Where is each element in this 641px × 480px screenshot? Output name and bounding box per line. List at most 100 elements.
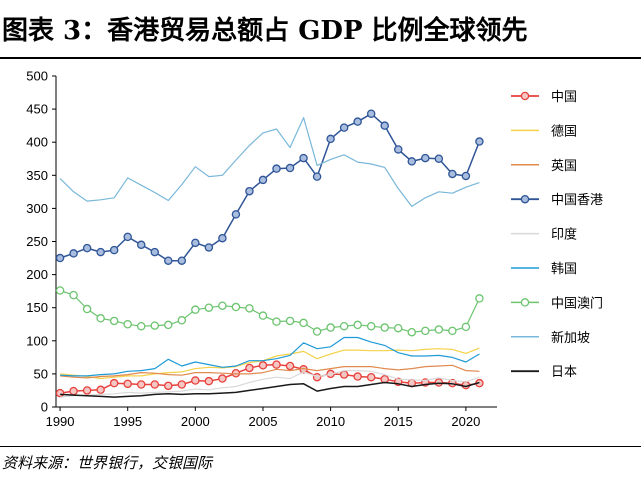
data-point (380, 121, 389, 130)
chart-series-layer (55, 109, 484, 398)
data-point (96, 247, 105, 257)
data-point (164, 381, 173, 391)
data-point (245, 304, 254, 313)
series-6 (55, 286, 484, 337)
x-tick-label: 2015 (384, 414, 413, 429)
figure-source: 资料来源：世界银行，交银国际 (2, 454, 213, 472)
legend-label: 中国香港 (551, 193, 603, 208)
data-point (123, 319, 132, 329)
data-point (380, 374, 389, 384)
y-tick-label: 250 (26, 234, 48, 249)
data-point (82, 386, 92, 395)
series-line-4 (60, 370, 480, 398)
data-point (448, 326, 457, 336)
series-line-5 (60, 336, 480, 377)
series-4 (60, 370, 480, 398)
data-point (218, 233, 227, 243)
figure-title: 图表 3：香港贸易总额占 GDP 比例全球领先 (2, 16, 528, 46)
data-point (258, 311, 268, 320)
data-point (69, 386, 78, 396)
data-point (272, 360, 281, 369)
data-point (177, 256, 187, 265)
data-point (177, 316, 187, 325)
data-point (177, 380, 187, 389)
series-3 (55, 109, 484, 265)
data-point (366, 372, 376, 382)
data-point (109, 316, 119, 326)
data-point (55, 286, 65, 295)
x-tick-label: 2010 (316, 414, 345, 429)
data-point (393, 323, 403, 333)
legend-label: 英国 (551, 159, 577, 174)
data-point (339, 370, 349, 379)
data-point (218, 301, 227, 310)
y-tick-label: 500 (26, 69, 48, 84)
legend-swatch-marker (520, 194, 530, 204)
data-point (299, 153, 308, 163)
data-point (312, 372, 322, 382)
data-point (475, 294, 484, 303)
y-tick-label: 50 (34, 366, 48, 381)
data-point (366, 321, 376, 331)
data-point (245, 363, 254, 373)
data-point (96, 314, 105, 323)
legend-label: 中国澳门 (551, 295, 603, 311)
data-point (96, 385, 105, 395)
data-point (55, 388, 65, 398)
data-point (353, 117, 362, 126)
y-tick-label: 200 (26, 267, 48, 282)
data-point (299, 318, 308, 328)
data-point (150, 321, 160, 330)
chart-axes: 0 50 100 150 200 250 300 350 400 450 500 1990 1995 20… (26, 69, 497, 429)
data-point (407, 327, 417, 337)
data-point (366, 109, 376, 118)
data-point (245, 186, 254, 196)
data-point (461, 171, 471, 181)
x-tick-label: 1990 (46, 414, 75, 429)
x-tick-label: 2000 (181, 414, 210, 429)
series-line-7 (59, 117, 480, 207)
y-tick-label: 0 (41, 400, 48, 415)
data-point (123, 232, 132, 242)
data-point (380, 323, 389, 332)
y-tick-label: 350 (26, 168, 48, 183)
legend-label: 中国 (551, 90, 577, 105)
series-line-3 (59, 112, 481, 262)
y-tick-label: 450 (26, 102, 48, 117)
data-point (109, 378, 119, 388)
data-point (326, 323, 335, 332)
data-point (285, 316, 295, 326)
data-point (231, 302, 241, 312)
data-point (353, 320, 362, 330)
data-point (191, 376, 200, 385)
data-point (69, 290, 78, 300)
data-point (150, 247, 160, 257)
series-7 (59, 117, 480, 207)
x-tick-label: 1995 (113, 414, 142, 429)
data-point (69, 249, 78, 258)
data-point (448, 169, 457, 179)
data-point (312, 172, 322, 181)
series-0 (55, 360, 484, 398)
data-point (434, 325, 444, 334)
data-point (150, 380, 160, 389)
legend-label: 印度 (551, 227, 577, 243)
data-point (285, 163, 295, 173)
y-tick-label: 150 (26, 300, 48, 315)
data-point (461, 322, 471, 332)
data-point (123, 379, 132, 389)
data-point (285, 361, 295, 371)
series-line-6 (59, 289, 480, 333)
legend-label: 德国 (551, 124, 577, 139)
data-point (312, 327, 322, 336)
data-point (55, 253, 65, 263)
x-tick-label: 2005 (249, 414, 278, 429)
legend-swatch-marker (520, 298, 530, 307)
data-point (475, 137, 484, 146)
data-point (393, 145, 403, 154)
data-point (258, 175, 268, 185)
series-line-0 (59, 363, 480, 394)
data-point (109, 245, 119, 255)
data-point (272, 164, 281, 173)
